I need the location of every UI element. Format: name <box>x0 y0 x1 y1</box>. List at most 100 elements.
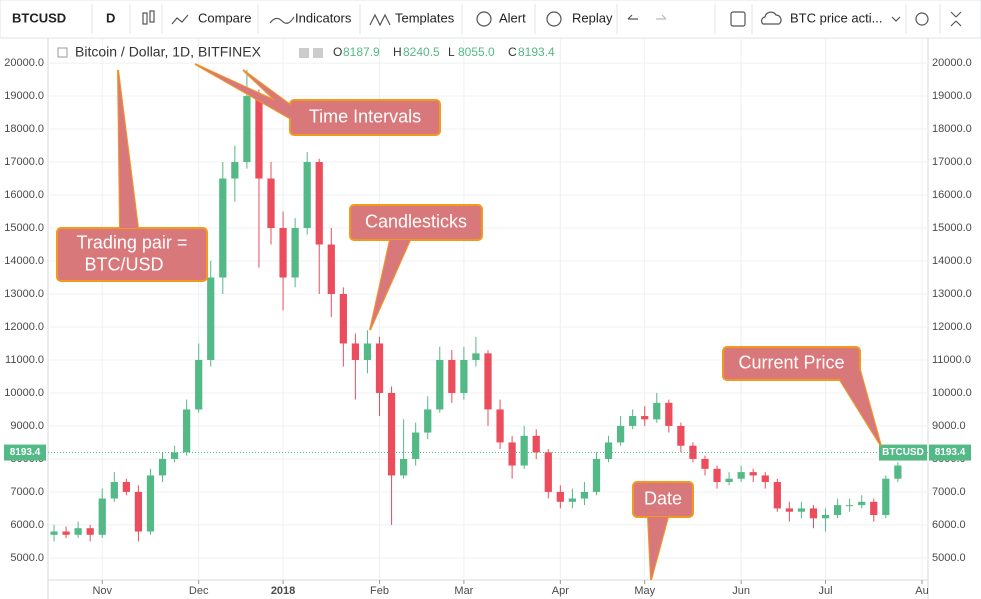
candle-body <box>74 528 82 535</box>
y-tick-label: 18000.0 <box>4 123 44 135</box>
y-tick-label: 20000.0 <box>932 57 972 69</box>
y-tick-label: 7000.0 <box>10 486 44 498</box>
legend-button[interactable] <box>313 48 323 58</box>
ohlc-value: 8193.4 <box>518 45 555 59</box>
alert-button[interactable]: Alert <box>499 10 526 25</box>
y-tick-label: 9000.0 <box>932 420 966 432</box>
candle-body <box>785 508 793 512</box>
candle-body <box>122 482 130 492</box>
candle-body <box>713 468 721 483</box>
y-tick-label: 14000.0 <box>932 255 972 267</box>
legend-button[interactable] <box>299 48 309 58</box>
candle-body <box>255 96 263 179</box>
candle-body <box>62 531 70 535</box>
ohlc-value: 8055.0 <box>458 45 495 59</box>
candle-body <box>339 293 347 344</box>
annotation-text: BTC/USD <box>84 254 163 274</box>
symbol-tag <box>879 444 927 461</box>
ohlc-key: H <box>393 45 402 59</box>
candle-body <box>291 228 299 278</box>
candle-body <box>604 442 613 459</box>
candle-body <box>520 435 528 466</box>
candle-body <box>858 501 866 506</box>
candle-body <box>870 501 878 516</box>
y-tick-label: 15000.0 <box>4 222 44 234</box>
annotation-pointer-fill <box>648 517 668 580</box>
candle-body <box>677 425 685 446</box>
candle-body <box>363 343 372 360</box>
y-tick-label: 12000.0 <box>932 321 972 333</box>
candle-body <box>616 425 625 443</box>
ohlc-key: L <box>448 45 455 59</box>
symbol[interactable]: BTCUSD <box>12 10 66 25</box>
symbol-tag-label: BTCUSD <box>882 447 924 458</box>
annotation-text: Trading pair = <box>77 232 188 252</box>
candle-body <box>327 244 335 294</box>
ohlc-value: 8240.5 <box>403 45 440 59</box>
candle-body <box>460 359 468 393</box>
candle-body <box>387 392 396 476</box>
candle-body <box>195 359 203 410</box>
indicators-button[interactable]: Indicators <box>295 10 352 25</box>
interval[interactable]: D <box>106 10 115 25</box>
annotation-pointer-fill <box>370 240 410 330</box>
candle-body <box>737 472 745 479</box>
y-tick-label: 16000.0 <box>932 189 972 201</box>
y-tick-label: 11000.0 <box>5 354 44 366</box>
candle-body <box>821 515 830 519</box>
candle-body <box>170 452 179 459</box>
candle-body <box>315 162 323 245</box>
candle-body <box>219 178 227 278</box>
candle-body <box>110 482 118 499</box>
annotation-text: Date <box>644 488 682 508</box>
annotation-pointer-fill <box>243 70 300 124</box>
layout-name[interactable]: BTC price acti... <box>790 10 882 25</box>
candle-body <box>412 432 420 459</box>
ohlc-value: 8187.9 <box>343 45 380 59</box>
y-tick-label: 18000.0 <box>932 123 972 135</box>
candle-body <box>279 228 287 278</box>
annotation-pointer-fill <box>118 70 138 228</box>
compare-button[interactable]: Compare <box>198 10 251 25</box>
y-tick-label: 15000.0 <box>932 222 972 234</box>
candle-body <box>532 435 540 453</box>
candle-body <box>665 402 673 426</box>
replay-button[interactable]: Replay <box>572 10 613 25</box>
annotation-text: Current Price <box>738 352 844 372</box>
annotation-box <box>722 346 861 381</box>
separators <box>91 4 941 34</box>
toolbar-icons <box>142 10 962 27</box>
candle-body <box>894 465 902 479</box>
candle-body <box>183 409 191 453</box>
ohlc-key: O <box>333 45 342 59</box>
annotation-text: Candlesticks <box>365 211 467 231</box>
y-tick-label: 10000.0 <box>932 387 972 399</box>
plot-area <box>47 38 929 599</box>
y-tick-label: 7000.0 <box>932 486 966 498</box>
y-tick-label: 13000.0 <box>932 288 972 300</box>
candle-body <box>400 458 408 476</box>
candle-body <box>701 458 709 469</box>
candle-body <box>641 416 649 420</box>
chart-title: Bitcoin / Dollar, 1D, BITFINEX <box>75 44 262 60</box>
candle-body <box>375 343 384 393</box>
candle-body <box>448 359 456 393</box>
candle-body <box>303 162 311 229</box>
candle-body <box>50 531 58 535</box>
x-tick-label: Nov <box>92 585 112 597</box>
templates-button[interactable]: Templates <box>395 10 455 25</box>
y-tick-label: 16000.0 <box>4 189 44 201</box>
candle-body <box>846 505 854 507</box>
candle-body <box>496 409 504 443</box>
y-tick-label: 9000.0 <box>10 420 44 432</box>
candle-body <box>568 498 576 502</box>
candle-body <box>508 442 516 466</box>
y-tick-label: 11000.0 <box>932 354 971 366</box>
candle-body <box>773 482 781 509</box>
candle-body <box>544 452 552 492</box>
y-tick-label: 20000.0 <box>4 57 44 69</box>
x-tick-label: May <box>634 585 655 597</box>
chart-legend: Bitcoin / Dollar, 1D, BITFINEX O 8187.9 H 8… <box>57 44 555 60</box>
candle-body <box>86 528 94 535</box>
